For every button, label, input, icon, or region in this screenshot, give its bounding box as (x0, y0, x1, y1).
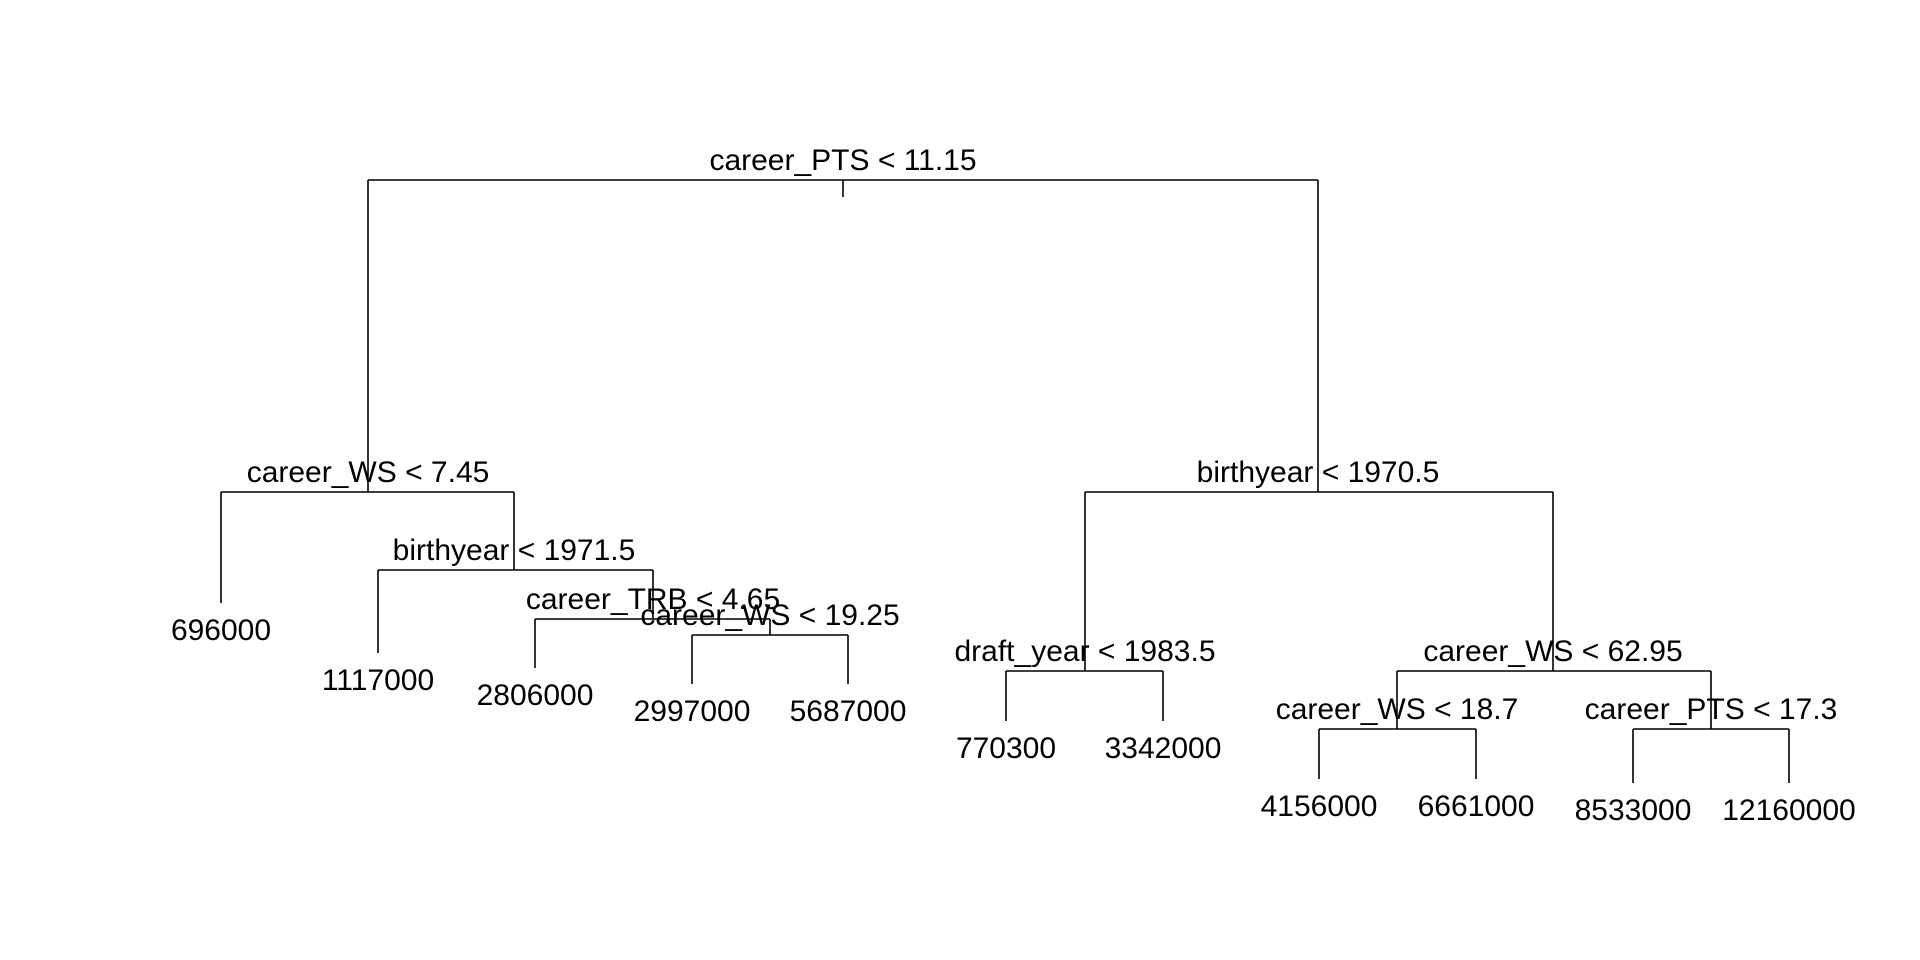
split-label-n2: career_WS < 7.45 (247, 456, 490, 489)
split-label-n11: career_TRB < 4.65 (526, 583, 780, 616)
split-label-n3: birthyear < 1970.5 (1197, 456, 1440, 489)
leaf-value-l11: 12160000 (1722, 794, 1855, 827)
leaf-value-l1: 696000 (171, 614, 271, 647)
split-label-n6: draft_year < 1983.5 (954, 635, 1215, 668)
split-label-n15: career_PTS < 17.3 (1585, 693, 1838, 726)
leaf-value-l3: 2806000 (477, 679, 594, 712)
leaf-value-l2: 1117000 (322, 664, 434, 697)
split-label-n23: career_WS < 19.25 (640, 599, 899, 632)
leaf-value-l6: 770300 (956, 732, 1056, 765)
split-label-n5: birthyear < 1971.5 (393, 534, 636, 567)
split-label-n14: career_WS < 18.7 (1276, 693, 1519, 726)
leaf-value-l7: 3342000 (1105, 732, 1222, 765)
leaf-value-l9: 6661000 (1418, 790, 1535, 823)
leaf-value-l10: 8533000 (1575, 794, 1692, 827)
leaf-value-l4: 2997000 (634, 695, 751, 728)
leaf-value-l5: 5687000 (790, 695, 907, 728)
split-label-n7: career_WS < 62.95 (1423, 635, 1682, 668)
split-label-root: career_PTS < 11.15 (709, 144, 976, 177)
leaf-value-l8: 4156000 (1261, 790, 1378, 823)
